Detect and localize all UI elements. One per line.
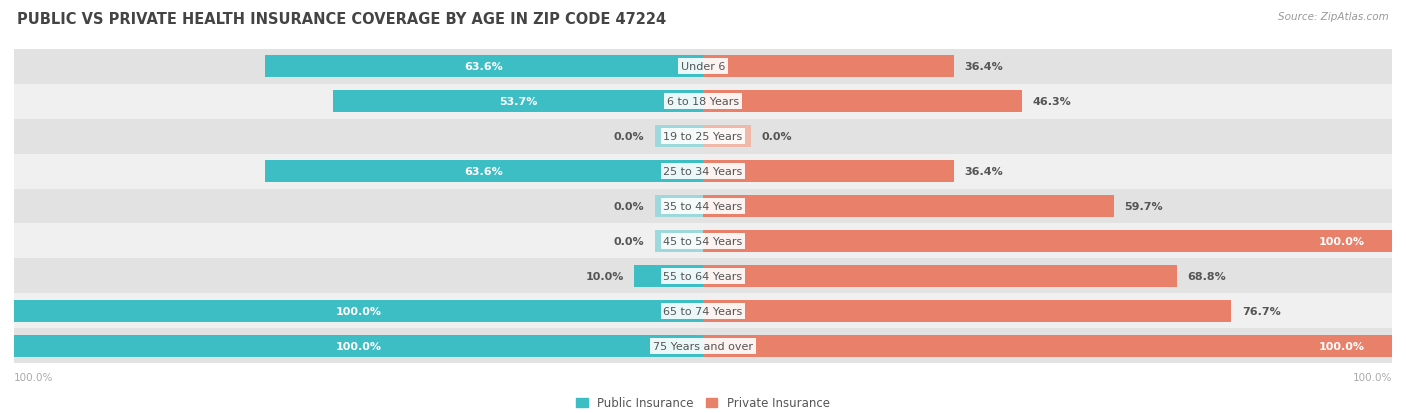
FancyBboxPatch shape	[14, 294, 1392, 329]
Bar	[703, 300, 1232, 322]
FancyBboxPatch shape	[14, 154, 1392, 189]
Bar	[703, 56, 953, 78]
Bar	[655, 230, 703, 252]
FancyBboxPatch shape	[14, 189, 1392, 224]
Text: 25 to 34 Years: 25 to 34 Years	[664, 166, 742, 177]
Bar	[333, 91, 703, 113]
Bar	[634, 266, 703, 287]
Bar	[14, 300, 703, 322]
Text: Source: ZipAtlas.com: Source: ZipAtlas.com	[1278, 12, 1389, 22]
Text: 46.3%: 46.3%	[1032, 97, 1071, 107]
Text: Under 6: Under 6	[681, 62, 725, 72]
Bar	[703, 126, 751, 147]
Bar	[703, 196, 1115, 217]
Text: 75 Years and over: 75 Years and over	[652, 341, 754, 351]
Text: 63.6%: 63.6%	[464, 166, 503, 177]
Text: PUBLIC VS PRIVATE HEALTH INSURANCE COVERAGE BY AGE IN ZIP CODE 47224: PUBLIC VS PRIVATE HEALTH INSURANCE COVER…	[17, 12, 666, 27]
Text: 100.0%: 100.0%	[336, 306, 381, 316]
Text: 68.8%: 68.8%	[1187, 271, 1226, 281]
Bar	[703, 266, 1177, 287]
Text: 36.4%: 36.4%	[965, 62, 1002, 72]
Text: 76.7%: 76.7%	[1241, 306, 1281, 316]
Bar	[703, 161, 953, 183]
FancyBboxPatch shape	[14, 84, 1392, 119]
Text: 36.4%: 36.4%	[965, 166, 1002, 177]
Text: 0.0%: 0.0%	[762, 132, 792, 142]
Text: 45 to 54 Years: 45 to 54 Years	[664, 236, 742, 247]
Text: 0.0%: 0.0%	[614, 202, 644, 211]
Text: 55 to 64 Years: 55 to 64 Years	[664, 271, 742, 281]
FancyBboxPatch shape	[14, 329, 1392, 363]
FancyBboxPatch shape	[14, 119, 1392, 154]
FancyBboxPatch shape	[14, 50, 1392, 84]
Text: 0.0%: 0.0%	[614, 132, 644, 142]
Bar	[655, 196, 703, 217]
Bar	[264, 56, 703, 78]
Text: 0.0%: 0.0%	[614, 236, 644, 247]
Text: 100.0%: 100.0%	[1353, 372, 1392, 382]
FancyBboxPatch shape	[14, 224, 1392, 259]
Text: 10.0%: 10.0%	[585, 271, 624, 281]
Text: 35 to 44 Years: 35 to 44 Years	[664, 202, 742, 211]
Text: 6 to 18 Years: 6 to 18 Years	[666, 97, 740, 107]
Text: 53.7%: 53.7%	[499, 97, 537, 107]
FancyBboxPatch shape	[14, 259, 1392, 294]
Bar	[655, 126, 703, 147]
Text: 100.0%: 100.0%	[1319, 341, 1364, 351]
Text: 100.0%: 100.0%	[336, 341, 381, 351]
Bar	[14, 335, 703, 357]
Text: 100.0%: 100.0%	[14, 372, 53, 382]
Legend: Public Insurance, Private Insurance: Public Insurance, Private Insurance	[571, 392, 835, 413]
Text: 100.0%: 100.0%	[1319, 236, 1364, 247]
Bar	[703, 91, 1022, 113]
Text: 19 to 25 Years: 19 to 25 Years	[664, 132, 742, 142]
Text: 65 to 74 Years: 65 to 74 Years	[664, 306, 742, 316]
Text: 59.7%: 59.7%	[1125, 202, 1163, 211]
Text: 63.6%: 63.6%	[464, 62, 503, 72]
Bar	[703, 230, 1392, 252]
Bar	[264, 161, 703, 183]
Bar	[703, 335, 1392, 357]
